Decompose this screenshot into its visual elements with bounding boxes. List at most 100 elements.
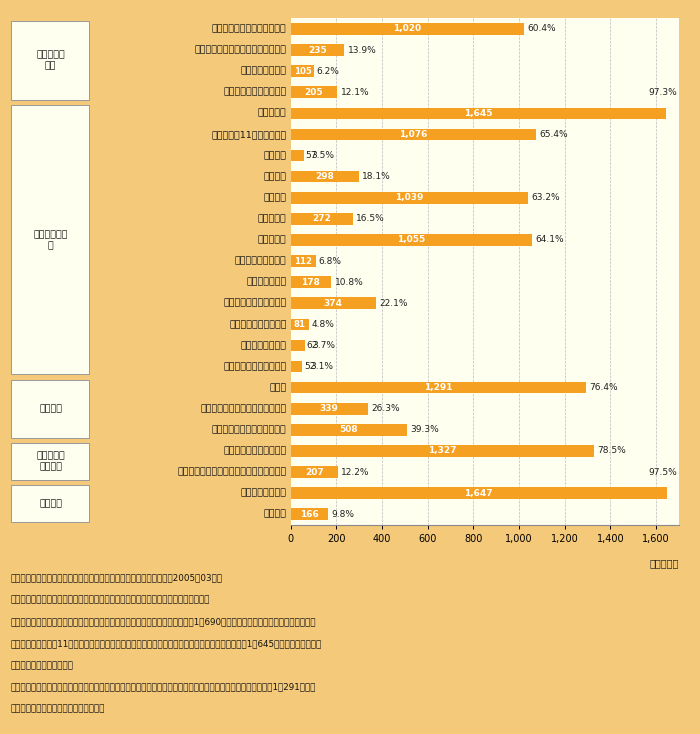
Bar (290, 382, 585, 393)
Text: 資料：内閣府「地方自治体の独自子育て支援施策の実施状況調査」（2005年03月）: 資料：内閣府「地方自治体の独自子育て支援施策の実施状況調査」（2005年03月） (10, 574, 223, 583)
Text: 97.3%: 97.3% (648, 87, 677, 97)
Text: 保育ママへの補助: 保育ママへの補助 (241, 341, 286, 350)
Text: 私立幼稚園への経常経費補助: 私立幼稚園への経常経費補助 (212, 425, 286, 435)
Text: 公立幼稚園での預かり保育の実施: 公立幼稚園での預かり保育の実施 (200, 404, 286, 413)
Text: 13.9%: 13.9% (348, 46, 377, 54)
Text: 272: 272 (312, 214, 331, 223)
Text: 放課後児童健全育成事業以外の放課後対策: 放課後児童健全育成事業以外の放課後対策 (177, 468, 286, 476)
Text: 乳幼児医療費助成: 乳幼児医療費助成 (241, 489, 286, 498)
Text: 26.3%: 26.3% (372, 404, 400, 413)
FancyBboxPatch shape (10, 379, 90, 437)
Bar (290, 276, 331, 288)
Text: 18.1%: 18.1% (362, 172, 391, 181)
Text: 508: 508 (340, 425, 358, 435)
Text: つどいの広場の類似事業: つどいの広場の類似事業 (223, 87, 286, 97)
Bar (290, 445, 594, 457)
Text: 4.8%: 4.8% (312, 320, 334, 329)
Text: 78.5%: 78.5% (597, 446, 626, 456)
Text: 64.1%: 64.1% (535, 236, 564, 244)
Bar (290, 509, 328, 520)
Text: 178: 178 (302, 277, 321, 287)
Bar (290, 107, 666, 119)
Text: 1,055: 1,055 (397, 236, 425, 244)
FancyBboxPatch shape (10, 485, 90, 522)
Bar (290, 319, 309, 330)
Text: 1,291: 1,291 (424, 383, 452, 392)
Text: 81: 81 (294, 320, 306, 329)
Text: 1,645: 1,645 (464, 109, 493, 118)
Bar (290, 65, 314, 77)
Text: 339: 339 (320, 404, 339, 413)
Bar (290, 340, 304, 352)
Text: 205: 205 (304, 87, 323, 97)
Text: 1,647: 1,647 (464, 489, 493, 498)
Text: 6.8%: 6.8% (318, 256, 342, 266)
Text: 「公立幼稚園での預かり保育の実施」及び「私立幼稚園への経常経費補助」では、「幼稚園」設置団体（1，291団体）: 「公立幼稚園での預かり保育の実施」及び「私立幼稚園への経常経費補助」では、「幼稚… (10, 683, 316, 691)
Text: 延長保育（11時間超保育）: 延長保育（11時間超保育） (211, 130, 286, 139)
Text: 298: 298 (315, 172, 334, 181)
Text: 39.3%: 39.3% (410, 425, 439, 435)
Bar (290, 23, 524, 34)
Text: その他の認可外保育施設: その他の認可外保育施設 (223, 362, 286, 371)
Text: 10.8%: 10.8% (335, 277, 363, 287)
Text: 放課後児童
健全育成: 放課後児童 健全育成 (36, 451, 65, 471)
Text: 9.8%: 9.8% (332, 509, 355, 519)
Bar (290, 87, 337, 98)
Bar (290, 234, 531, 246)
Text: 52: 52 (304, 362, 316, 371)
Text: 105: 105 (293, 67, 312, 76)
Text: 認証保育施設への補助: 認証保育施設への補助 (229, 320, 286, 329)
Bar (290, 171, 358, 183)
Text: 3.7%: 3.7% (313, 341, 336, 350)
Text: 3.1%: 3.1% (310, 362, 333, 371)
Text: 注１：グラフの実数は、上記の事業等を実施している市町村の団体数を示している。: 注１：グラフの実数は、上記の事業等を実施している市町村の団体数を示している。 (10, 595, 210, 605)
Text: つどいの広場事業: つどいの広場事業 (241, 67, 286, 76)
Bar (290, 213, 353, 225)
Bar (290, 128, 536, 140)
Text: 62: 62 (307, 341, 318, 350)
Bar (290, 403, 368, 415)
Text: 57: 57 (305, 151, 317, 160)
Text: 12.1%: 12.1% (341, 87, 370, 97)
Bar (290, 192, 528, 203)
Text: 112: 112 (294, 256, 312, 266)
Bar (290, 360, 302, 372)
Text: 放課後児童健全育成事業: 放課後児童健全育成事業 (223, 446, 286, 456)
Bar (290, 297, 376, 309)
Text: 3.5%: 3.5% (312, 151, 335, 160)
FancyBboxPatch shape (10, 21, 90, 100)
Bar (290, 424, 407, 436)
Text: 休日保育: 休日保育 (264, 172, 286, 181)
Text: 夜間保育: 夜間保育 (264, 151, 286, 160)
Bar (290, 255, 316, 267)
Text: ４：に占める実施割合を示している。: ４：に占める実施割合を示している。 (10, 705, 105, 713)
Bar (290, 487, 667, 499)
Text: ショートステイ: ショートステイ (246, 277, 286, 287)
Text: 幼稚園: 幼稚園 (270, 383, 286, 392)
Text: 認可保育所: 認可保育所 (258, 109, 286, 118)
Text: 1,020: 1,020 (393, 24, 421, 34)
Text: 認可外保育施設への補助: 認可外保育施設への補助 (223, 299, 286, 308)
Bar (290, 466, 338, 478)
Text: 地域子育て支援センター事業: 地域子育て支援センター事業 (212, 24, 286, 34)
Text: 60.4%: 60.4% (527, 24, 556, 34)
Text: 「延長保育（11時間超保育）」から「ショートステイ」までは、「認可保育所」設置団体（1，645団体）に占める実施: 「延長保育（11時間超保育）」から「ショートステイ」までは、「認可保育所」設置団… (10, 639, 322, 648)
Text: 一時保育: 一時保育 (264, 193, 286, 203)
Text: 374: 374 (323, 299, 343, 308)
Text: 22.1%: 22.1% (379, 299, 408, 308)
Bar (290, 44, 344, 56)
Text: 97.5%: 97.5% (648, 468, 677, 476)
Text: 16.5%: 16.5% (356, 214, 385, 223)
Text: 76.4%: 76.4% (589, 383, 617, 392)
Text: 幼児教育: 幼児教育 (39, 404, 62, 413)
Text: 医　　療: 医 療 (39, 499, 62, 508)
Text: 病後児保育: 病後児保育 (258, 214, 286, 223)
Text: （団体数）: （団体数） (650, 558, 679, 568)
Text: 207: 207 (304, 468, 323, 476)
Text: 166: 166 (300, 509, 318, 519)
Text: 1,327: 1,327 (428, 446, 456, 456)
Text: 235: 235 (308, 46, 327, 54)
Text: 6.2%: 6.2% (317, 67, 340, 76)
Text: 12.2%: 12.2% (341, 468, 370, 476)
Text: トワイライトステイ: トワイライトステイ (234, 256, 286, 266)
